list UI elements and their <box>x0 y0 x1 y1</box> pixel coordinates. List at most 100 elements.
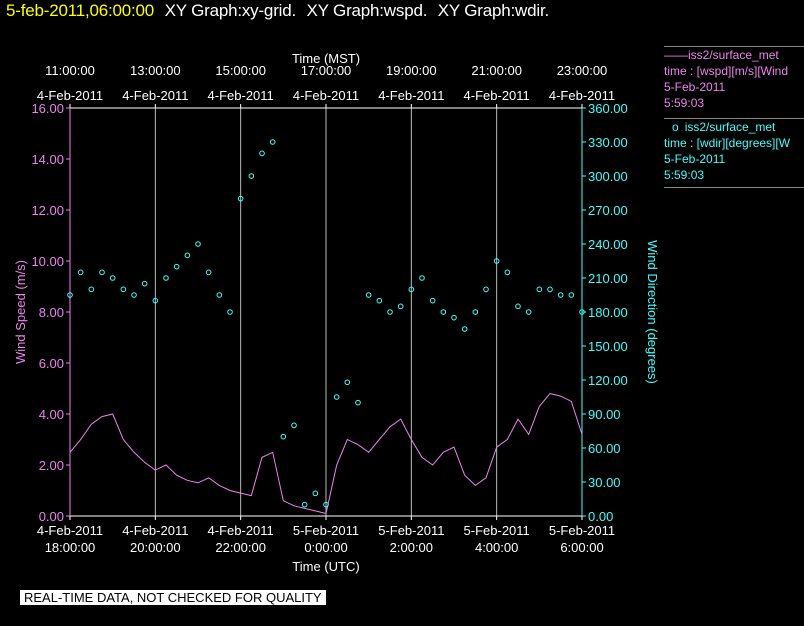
series-wdir-point <box>440 309 447 315</box>
x-top-tick-date: 4-Feb-2011 <box>122 88 188 103</box>
series-wdir-point <box>451 314 457 321</box>
quality-disclaimer: REAL-TIME DATA, NOT CHECKED FOR QUALITY <box>20 590 326 605</box>
series-wdir-point <box>344 379 351 386</box>
x-bottom-tick-date: 4-Feb-2011 <box>122 523 188 538</box>
legend-entry-wdir[interactable]: o iss2/surface_met time : [wdir][degrees]… <box>664 118 804 188</box>
series-wdir-point <box>280 433 287 440</box>
series-wdir-point <box>88 286 95 293</box>
series-wdir-point <box>109 275 116 281</box>
x-bottom-tick-date: 4-Feb-2011 <box>208 523 274 538</box>
series-wdir-point <box>525 309 532 315</box>
series-wdir-point <box>579 309 585 315</box>
series-wdir-point <box>515 303 521 310</box>
series-wdir-point <box>568 292 575 298</box>
x-bottom-tick-time: 22:00:00 <box>215 540 266 555</box>
series-wdir-point <box>365 292 372 298</box>
y-left-tick-label: 2.00 <box>39 458 64 473</box>
series-wdir-point <box>131 292 137 298</box>
series-wdir-point <box>120 286 127 293</box>
series-wdir-point <box>557 292 564 298</box>
y-right-tick-label: 360.00 <box>588 101 628 116</box>
x-top-tick-time: 15:00:00 <box>215 63 266 78</box>
series-wdir-point <box>248 173 255 179</box>
series-wdir-point <box>323 501 329 508</box>
x-top-tick-time: 19:00:00 <box>386 63 437 78</box>
y-right-tick-label: 90.00 <box>588 407 621 422</box>
y-right-tick-label: 30.00 <box>588 475 621 490</box>
x-top-tick-time: 11:00:00 <box>45 63 95 78</box>
x-bottom-tick-date: 5-Feb-2011 <box>378 523 444 538</box>
x-top-tick-time: 23:00:00 <box>557 63 608 78</box>
x-bottom-tick-time: 20:00:00 <box>130 540 181 555</box>
series-wdir-point <box>77 269 84 276</box>
y-left-tick-label: 16.00 <box>31 101 64 116</box>
header-graph-xy-grid[interactable]: XY Graph:xy-grid. <box>164 1 297 20</box>
y-left-axis-label: Wind Speed (m/s) <box>13 260 28 364</box>
x-top-tick-date: 4-Feb-2011 <box>37 88 103 103</box>
x-top-tick-date: 4-Feb-2011 <box>293 88 359 103</box>
legend-wdir-name: iss2/surface_met <box>684 120 776 134</box>
x-bottom-tick-date: 5-Feb-2011 <box>464 523 530 538</box>
legend-wdir-desc: time : [wdir][degrees][W <box>664 136 791 150</box>
series-wdir-point <box>333 394 340 400</box>
legend-entry-wspd[interactable]: ——iss2/surface_met time : [wspd][m/s][Wi… <box>664 46 804 111</box>
y-left-tick-label: 10.00 <box>31 254 64 269</box>
header-timestamp: 5-feb-2011,06:00:00 <box>6 1 155 20</box>
legend-wspd-title: ——iss2/surface_met <box>664 47 804 63</box>
x-top-tick-date: 4-Feb-2011 <box>378 88 444 103</box>
series-wdir-point <box>536 286 543 293</box>
series-wdir-point <box>99 269 105 276</box>
x-top-tick-time: 17:00:00 <box>301 63 352 78</box>
series-wdir-point <box>483 286 489 293</box>
x-bottom-tick-time: 6:00:00 <box>560 540 603 555</box>
legend-wdir-time: 5:59:03 <box>664 168 705 182</box>
x-top-tick-time: 13:00:00 <box>130 63 181 78</box>
x-bottom-tick-time: 2:00:00 <box>390 540 433 555</box>
legend-wspd-marker: —— <box>664 48 688 62</box>
series-wdir-point <box>312 490 319 497</box>
series-wdir-point <box>195 241 201 247</box>
y-left-tick-label: 14.00 <box>31 152 64 167</box>
y-right-tick-label: 150.00 <box>588 339 628 354</box>
y-right-tick-label: 240.00 <box>588 237 628 252</box>
series-wdir-point <box>355 399 361 406</box>
series-wdir-point <box>547 286 553 293</box>
legend-wspd-name: iss2/surface_met <box>688 48 779 62</box>
y-left-tick-label: 6.00 <box>39 356 64 371</box>
x-bottom-tick-date: 5-Feb-2011 <box>549 523 615 538</box>
x-top-tick-date: 4-Feb-2011 <box>208 88 274 103</box>
x-bottom-tick-time: 0:00:00 <box>304 540 347 555</box>
series-wdir-point <box>163 275 169 281</box>
series-wdir-point <box>504 269 511 276</box>
series-wdir-point <box>419 275 425 281</box>
y-right-tick-label: 120.00 <box>588 373 628 388</box>
series-wdir-point <box>216 292 223 298</box>
x-bottom-tick-time: 4:00:00 <box>475 540 518 555</box>
header-graph-wspd[interactable]: XY Graph:wspd. <box>306 1 428 20</box>
y-left-tick-label: 0.00 <box>39 509 64 524</box>
series-wdir-point <box>259 150 265 157</box>
y-right-tick-label: 180.00 <box>588 305 628 320</box>
x-top-tick-time: 21:00:00 <box>471 63 522 78</box>
x-top-axis-label: Time (MST) <box>292 51 360 66</box>
y-right-tick-label: 60.00 <box>588 441 621 456</box>
series-wdir-point <box>461 326 468 332</box>
y-right-tick-label: 330.00 <box>588 135 628 150</box>
x-top-tick-date: 4-Feb-2011 <box>549 88 615 103</box>
y-right-tick-label: 0.00 <box>588 509 613 524</box>
legend-wdir-date: 5-Feb-2011 <box>664 152 726 166</box>
x-bottom-tick-time: 18:00:00 <box>45 540 96 555</box>
series-wdir-point <box>472 309 479 315</box>
y-right-tick-label: 300.00 <box>588 169 628 184</box>
series-wdir-point <box>141 280 148 287</box>
legend-wdir-marker: o <box>672 120 679 134</box>
legend-wspd-time: 5:59:03 <box>664 96 705 110</box>
series-wdir-point <box>291 422 297 429</box>
header-graph-wdir[interactable]: XY Graph:wdir. <box>437 1 549 20</box>
series-wdir-point <box>269 139 276 145</box>
series-wdir-point <box>237 195 244 202</box>
series-wspd-line <box>69 393 583 515</box>
y-left-tick-label: 8.00 <box>39 305 64 320</box>
y-right-tick-label: 270.00 <box>588 203 628 218</box>
